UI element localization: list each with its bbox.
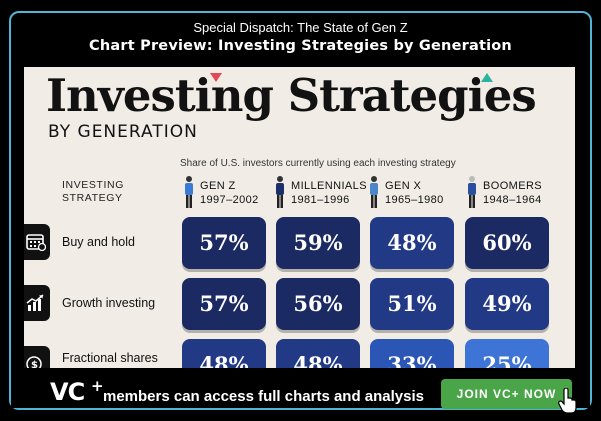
- generation-years: 1997–2002: [200, 194, 259, 206]
- strategy-header-line2: STRATEGY: [62, 192, 123, 204]
- value-cell-fractional-genz: 48%: [182, 339, 266, 369]
- strategy-header-line1: INVESTING: [62, 179, 124, 191]
- frame-border: [9, 11, 592, 410]
- generation-name: BOOMERS: [483, 180, 543, 192]
- infographic-title: Investing Strategies: [46, 69, 537, 122]
- generation-years: 1965–1980: [385, 194, 444, 206]
- red-triangle-decoration: [210, 73, 222, 82]
- generation-name: MILLENNIALS: [291, 180, 367, 192]
- value-cell-buy-hold-genz: 57%: [182, 217, 266, 269]
- chart-preview-image[interactable]: Investing Strategies BY GENERATION Share…: [24, 67, 575, 369]
- generation-name: GEN X: [385, 180, 422, 192]
- calendar-icon: [24, 224, 50, 260]
- dollar-coin-icon: $: [24, 346, 50, 369]
- value-cell-growth-genz: 57%: [182, 278, 266, 330]
- person-figure-icon: [370, 176, 378, 208]
- growth-chart-icon: [24, 285, 50, 321]
- green-triangle-decoration: [481, 73, 493, 82]
- svg-text:$: $: [31, 360, 38, 369]
- value-cell-fractional-millennials: 48%: [276, 339, 360, 369]
- generation-years: 1948–1964: [483, 194, 542, 206]
- value-cell-growth-millennials: 56%: [276, 278, 360, 330]
- dispatch-subtitle: Special Dispatch: The State of Gen Z: [193, 20, 408, 35]
- value-cell-growth-genx: 51%: [370, 278, 454, 330]
- row-label-growth-investing: Growth investing: [62, 296, 156, 310]
- row-label-fractional-shares: Fractional shares: [62, 351, 158, 365]
- person-figure-icon: [276, 176, 284, 208]
- value-cell-buy-hold-genx: 48%: [370, 217, 454, 269]
- generation-name: GEN Z: [200, 180, 236, 192]
- vc-plus-sign: +: [91, 377, 104, 395]
- value-cell-fractional-genx: 33%: [370, 339, 454, 369]
- value-cell-fractional-boomers: 25%: [465, 339, 549, 369]
- value-cell-buy-hold-boomers: 60%: [465, 217, 549, 269]
- row-label-buy-and-hold: Buy and hold: [62, 235, 135, 249]
- chart-preview-title: Chart Preview: Investing Strategies by G…: [89, 38, 512, 54]
- vc-plus-logo: VC: [50, 378, 85, 406]
- value-cell-buy-hold-millennials: 59%: [276, 217, 360, 269]
- generation-years: 1981–1996: [291, 194, 350, 206]
- banner-text: members can access full charts and analy…: [103, 388, 424, 405]
- infographic-subtitle: BY GENERATION: [48, 122, 198, 142]
- hand-pointer-icon: [558, 388, 577, 414]
- value-cell-growth-boomers: 49%: [465, 278, 549, 330]
- person-figure-icon: [468, 176, 476, 208]
- person-figure-icon: [185, 176, 193, 208]
- join-vc-plus-button[interactable]: JOIN VC+ NOW: [441, 379, 572, 409]
- infographic-caption: Share of U.S. investors currently using …: [180, 158, 456, 169]
- strategy-column-header: INVESTING STRATEGY: [62, 179, 124, 205]
